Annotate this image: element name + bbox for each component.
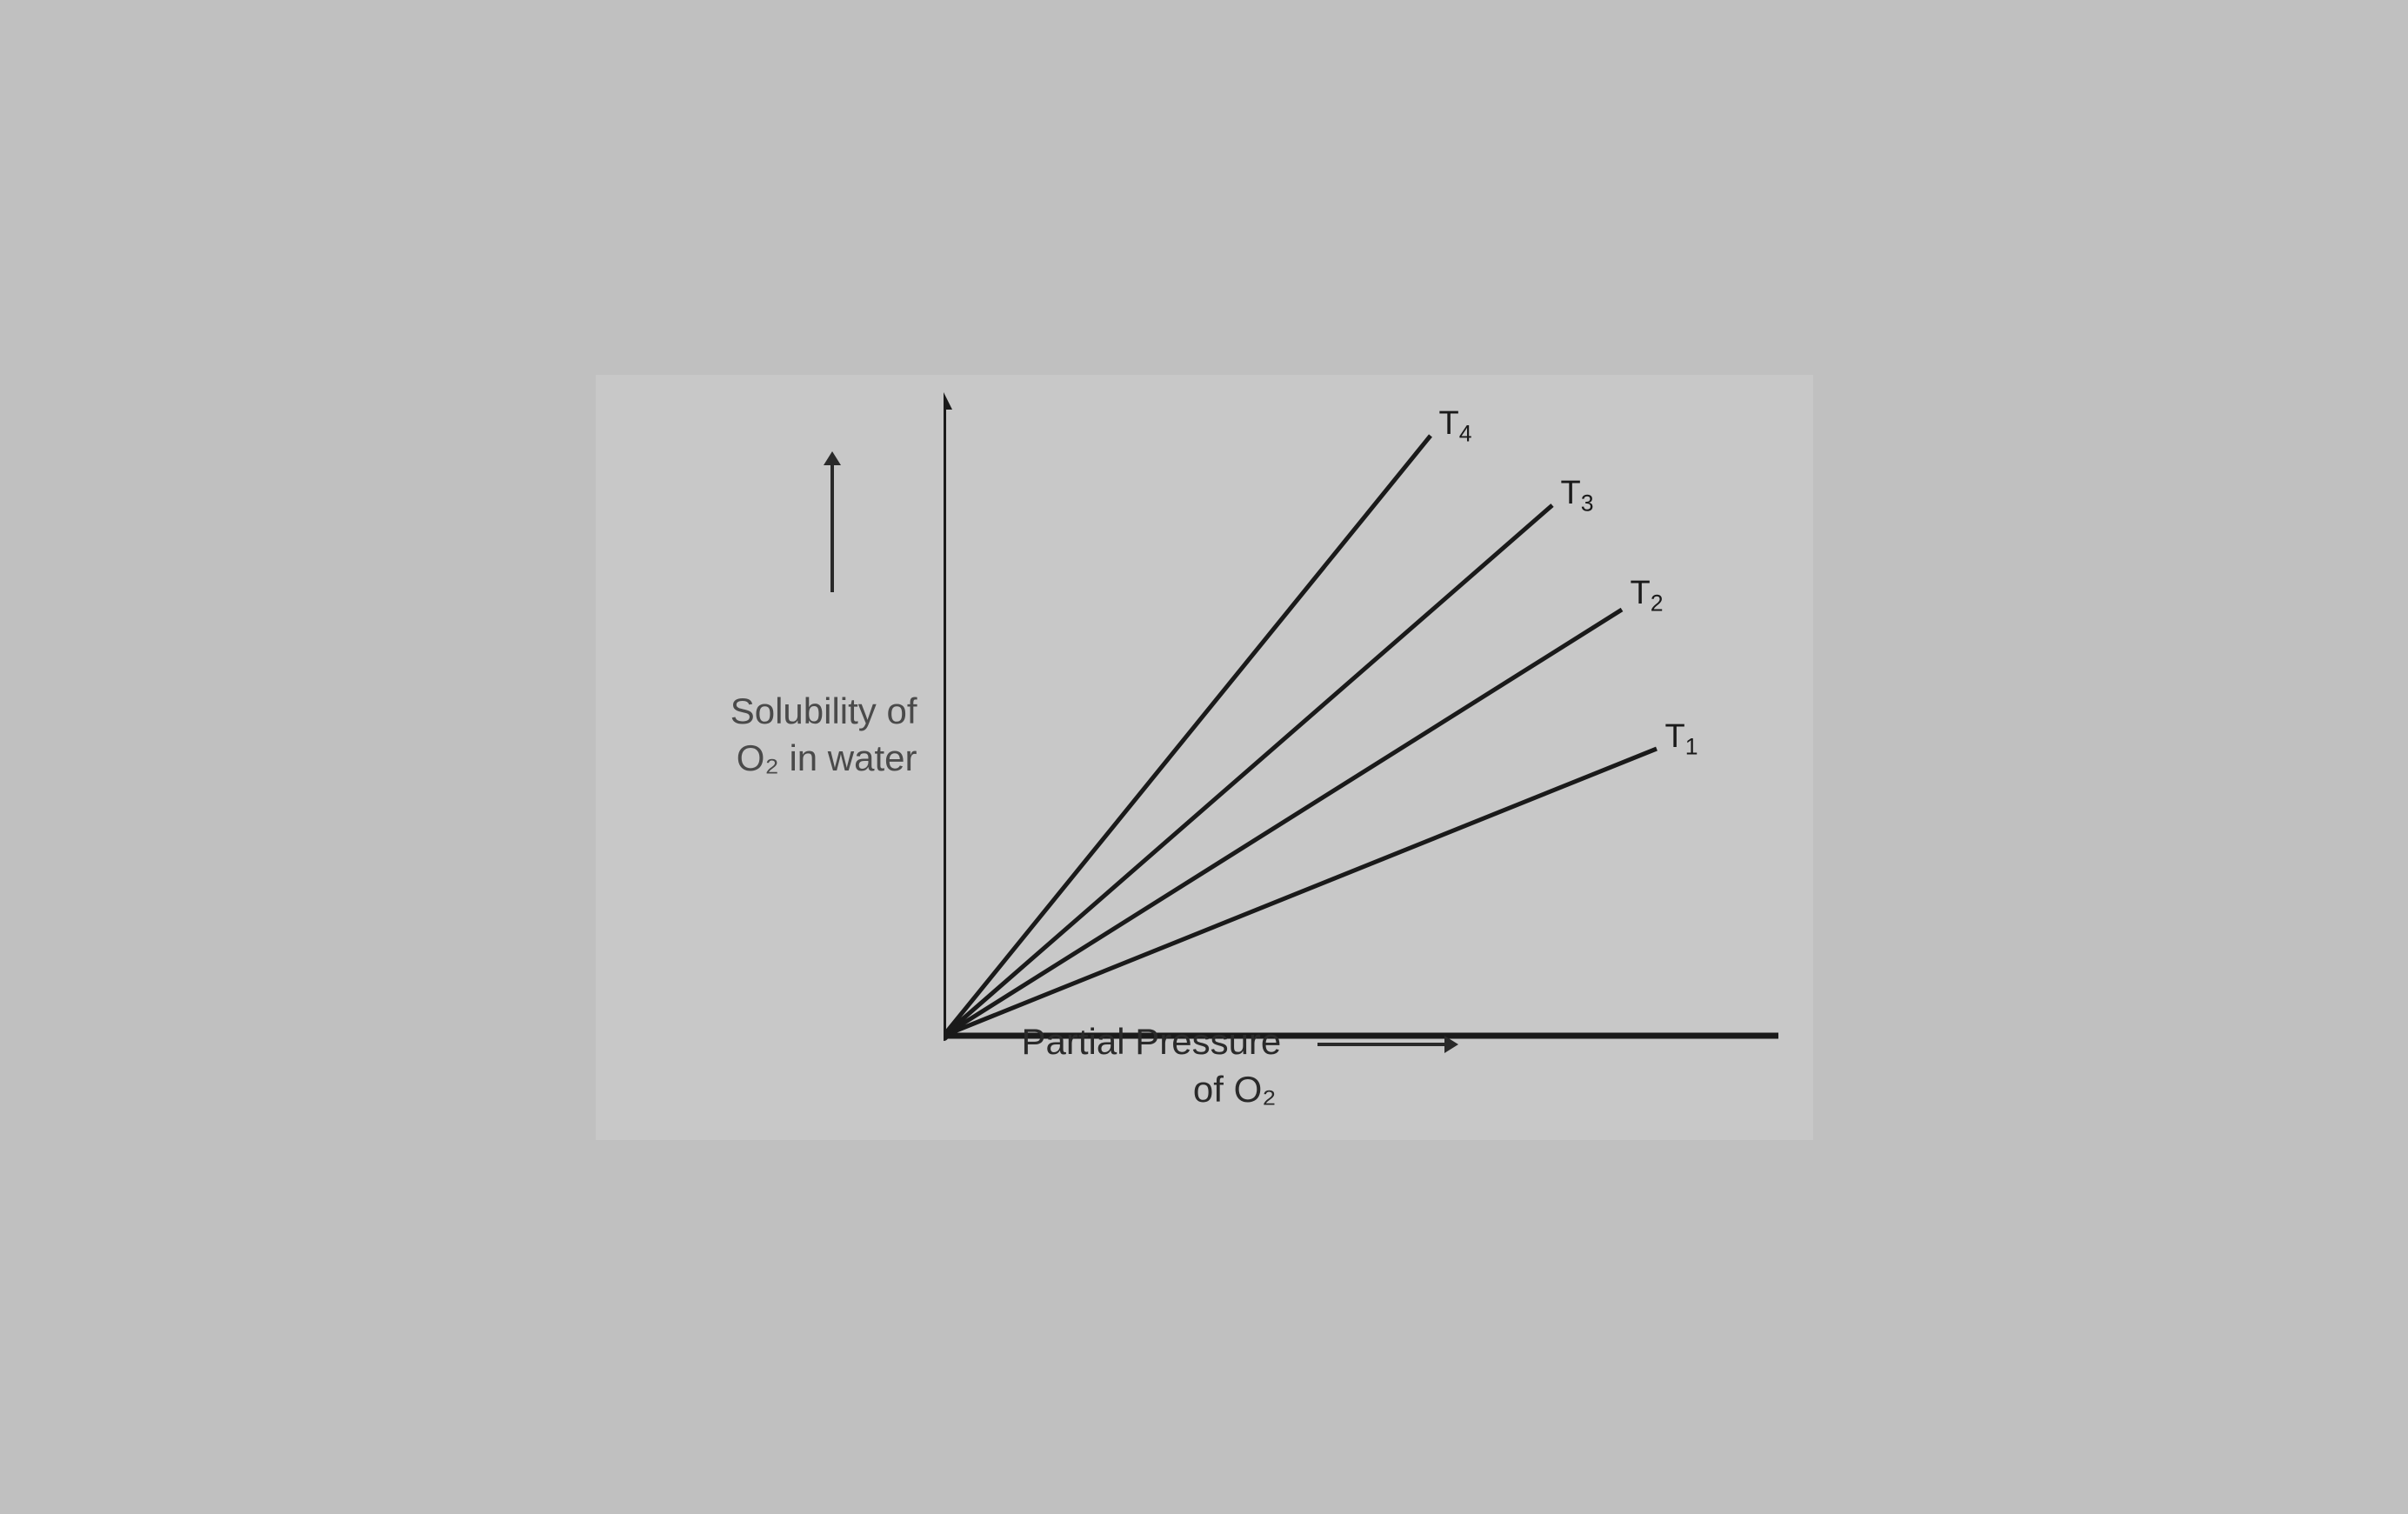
x-label-line2: of O₂ bbox=[1193, 1069, 1277, 1110]
y-label-line1: Solubility of bbox=[730, 690, 917, 731]
label-t3-sub: 3 bbox=[1581, 490, 1594, 516]
chart-container: Solubility of O₂ in water T1 T2 T3 bbox=[596, 375, 1813, 1140]
line-t1 bbox=[944, 749, 1657, 1036]
line-t2 bbox=[944, 610, 1622, 1036]
x-axis-label: Partial Pressure of O₂ bbox=[1022, 1018, 1448, 1113]
plot-area: T1 T2 T3 T4 bbox=[944, 392, 1796, 1036]
label-t3-text: T bbox=[1561, 475, 1581, 511]
label-t2-sub: 2 bbox=[1651, 590, 1664, 616]
y-axis-arrow-indicator bbox=[830, 462, 834, 592]
label-t4-text: T bbox=[1439, 405, 1459, 442]
line-t4 bbox=[944, 436, 1431, 1036]
label-t4: T4 bbox=[1439, 405, 1472, 448]
label-t3: T3 bbox=[1561, 475, 1594, 517]
label-t1: T1 bbox=[1665, 718, 1698, 761]
label-t2-text: T bbox=[1631, 575, 1651, 611]
label-t2: T2 bbox=[1631, 575, 1664, 617]
x-label-line1: Partial Pressure bbox=[1022, 1021, 1282, 1062]
label-t4-sub: 4 bbox=[1459, 420, 1472, 446]
line-t3 bbox=[944, 505, 1552, 1036]
x-axis-arrow-indicator bbox=[1317, 1043, 1448, 1046]
y-axis-label: Solubility of O₂ in water bbox=[613, 688, 917, 783]
y-axis-arrowhead bbox=[944, 392, 952, 410]
label-t1-sub: 1 bbox=[1685, 733, 1698, 759]
y-label-line2: O₂ in water bbox=[737, 737, 917, 778]
label-t1-text: T bbox=[1665, 718, 1685, 755]
